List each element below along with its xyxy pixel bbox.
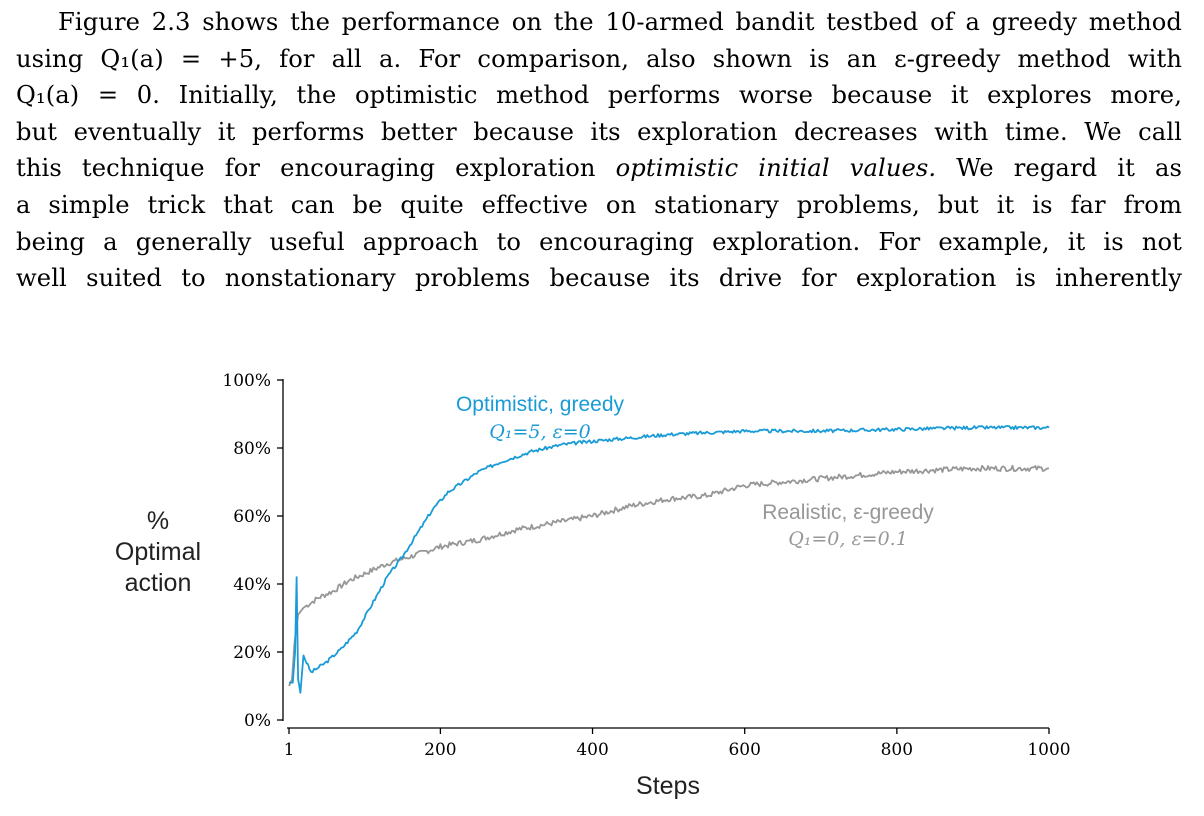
x-tick-label: 600 <box>728 740 760 760</box>
emphasized-term: optimistic initial values. <box>615 154 937 183</box>
paragraph-line: Figure 2.3 shows the performance on the … <box>58 8 1182 36</box>
x-axis-title: Steps <box>636 772 700 800</box>
y-axis-title: action <box>125 569 192 597</box>
y-axis-title: Optimal <box>115 538 201 566</box>
y-tick-label: 80% <box>233 439 271 459</box>
x-tick-label: 200 <box>424 740 456 760</box>
series-label: Optimistic, greedy <box>456 393 625 416</box>
x-tick-label: 400 <box>576 740 608 760</box>
paragraph-text: this technique for encouraging explorati… <box>16 154 616 183</box>
x-tick-label: 1 <box>284 740 295 760</box>
chart-axes: 0% 20% 40% 60% 80% 100% 1 200 400 600 800 1000 <box>222 371 1070 760</box>
x-tick-label: 800 <box>881 740 913 760</box>
paragraph-line: a simple trick that can be quite effecti… <box>16 190 1182 219</box>
series-line <box>289 425 1050 694</box>
paragraph-text: We regard it as <box>936 154 1182 183</box>
paragraph-line: being a generally useful approach to enc… <box>16 227 1182 256</box>
paragraph-line: but eventually it performs better becaus… <box>16 117 1182 146</box>
series-sublabel: Q₁=5, ε=0 <box>489 421 591 443</box>
y-tick-label: 0% <box>244 711 271 731</box>
series-sublabel: Q₁=0, ε=0.1 <box>788 528 908 550</box>
series-line <box>288 464 1049 687</box>
y-tick-label: 60% <box>233 507 271 527</box>
y-tick-label: 100% <box>222 371 271 391</box>
body-paragraph: Figure 2.3 shows the performance on the … <box>16 4 1182 297</box>
paragraph-line: Q₁(a) = 0. Initially, the optimistic met… <box>16 81 1182 110</box>
paragraph-line: well suited to nonstationary problems be… <box>16 264 1182 293</box>
y-axis-title: % <box>147 507 169 535</box>
chart-labels: Steps% Optimal action Optimistic, greedy Q₁=… <box>115 393 934 800</box>
y-tick-label: 40% <box>233 575 271 595</box>
x-tick-label: 1000 <box>1027 740 1070 760</box>
chart-series <box>288 425 1050 694</box>
y-tick-label: 20% <box>233 643 271 663</box>
paragraph-line: using Q₁(a) = +5, for all a. For compari… <box>16 44 1182 73</box>
paragraph-line: this technique for encouraging explorati… <box>16 150 1182 187</box>
series-label: Realistic, ε-greedy <box>762 501 934 524</box>
